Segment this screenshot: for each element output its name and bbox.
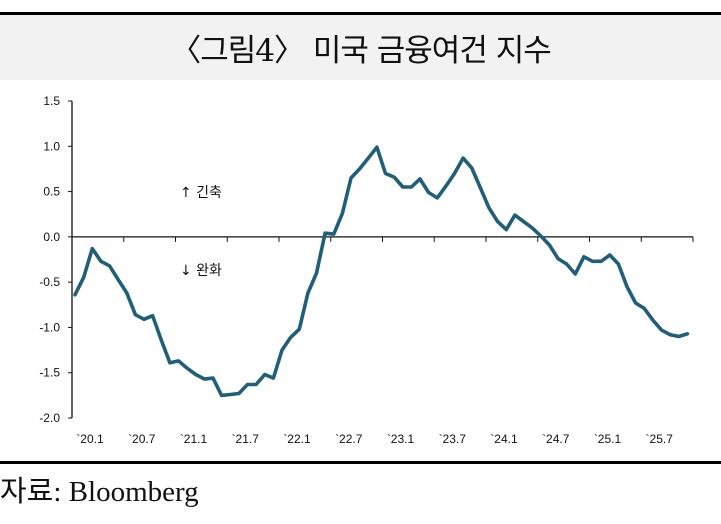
y-tick-label: 1.0	[43, 139, 60, 153]
x-tick-label: `24.1	[490, 432, 518, 446]
series-group	[73, 145, 690, 398]
x-tick-label: `23.1	[387, 432, 415, 446]
y-tick-label: 0.0	[43, 230, 60, 244]
chart-title: 〈그림4〉 미국 금융여건 지수	[170, 33, 551, 69]
x-tick-label: `24.7	[542, 432, 570, 446]
y-tick-label: -1.0	[39, 320, 60, 334]
line-chart: 1.51.00.50.0-0.5-1.0-1.5-2.0 `20.1 `20.7 `…	[39, 94, 694, 446]
annotation-tightening: ↑ 긴축	[180, 185, 222, 201]
bottom-rule	[0, 461, 721, 464]
x-tick-label: `25.1	[594, 432, 622, 446]
top-rule	[0, 12, 721, 15]
series-line-financial-conditions-index	[73, 145, 690, 398]
x-tick-label: `25.7	[646, 432, 674, 446]
y-tick-label: 0.5	[43, 185, 60, 199]
x-tick-label: `23.7	[439, 432, 467, 446]
y-axis: 1.5 1.0 0.5 0.0 -0.5 -1.0 -1.5 -2.0	[39, 94, 73, 425]
x-tick-label: `21.1	[180, 432, 208, 446]
x-tick-label: `22.7	[335, 432, 363, 446]
title-band: 〈그림4〉 미국 금융여건 지수	[0, 15, 721, 80]
x-axis: `20.1 `20.7 `21.1 `21.7 `22.1 `22.7 `23.1 `23.7…	[71, 236, 694, 446]
y-tick-label: -2.0	[39, 411, 60, 425]
y-tick-label: -1.5	[39, 366, 60, 380]
annotation-easing: ↓ 완화	[180, 263, 222, 279]
x-tick-label: `22.1	[283, 432, 311, 446]
source-note: 자료: Bloomberg	[0, 476, 199, 508]
x-tick-label: `20.1	[76, 432, 104, 446]
x-tick-label: `20.7	[128, 432, 156, 446]
y-tick-label: 1.5	[43, 94, 60, 108]
x-tick-label: `21.7	[232, 432, 260, 446]
y-tick-label: -0.5	[39, 275, 60, 289]
